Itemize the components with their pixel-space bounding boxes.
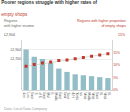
svg-text:Poorer regions struggle with h: Poorer regions struggle with higher rate… [1,0,97,5]
svg-text:Scot-land: Scot-land [63,93,71,100]
svg-text:Westus: Westus [79,93,87,100]
svg-text:£2,904: £2,904 [4,33,15,37]
svg-text:15%: 15% [113,51,120,55]
svg-text:Regionswith higher income: Regionswith higher income [4,19,34,28]
svg-text:N.East: N.East [95,93,103,99]
svg-text:WestMidds: WestMidds [87,93,95,102]
svg-text:15%: 15% [118,33,126,37]
svg-text:Lon-don: Lon-don [22,93,30,99]
svg-text:0%: 0% [113,88,118,92]
svg-text:EastMidds: EastMidds [54,93,62,102]
svg-text:10%: 10% [113,63,120,67]
svg-text:S.East: S.East [30,93,38,99]
svg-text:E.Mid: E.Mid [46,93,54,98]
svg-text:N.West: N.West [103,93,111,100]
svg-text:empty shops: empty shops [1,12,28,17]
svg-text:Regions with higher proportion: Regions with higher proportionof empty s… [77,19,126,28]
svg-text:£2,904: £2,904 [10,48,20,52]
svg-text:£2,700: £2,700 [10,57,20,61]
svg-text:Data: Local Data Company: Data: Local Data Company [4,107,47,111]
svg-text:Eastof E.: Eastof E. [38,93,46,99]
svg-text:5%: 5% [113,76,118,80]
svg-text:Yorks& H.: Yorks& H. [71,93,79,101]
